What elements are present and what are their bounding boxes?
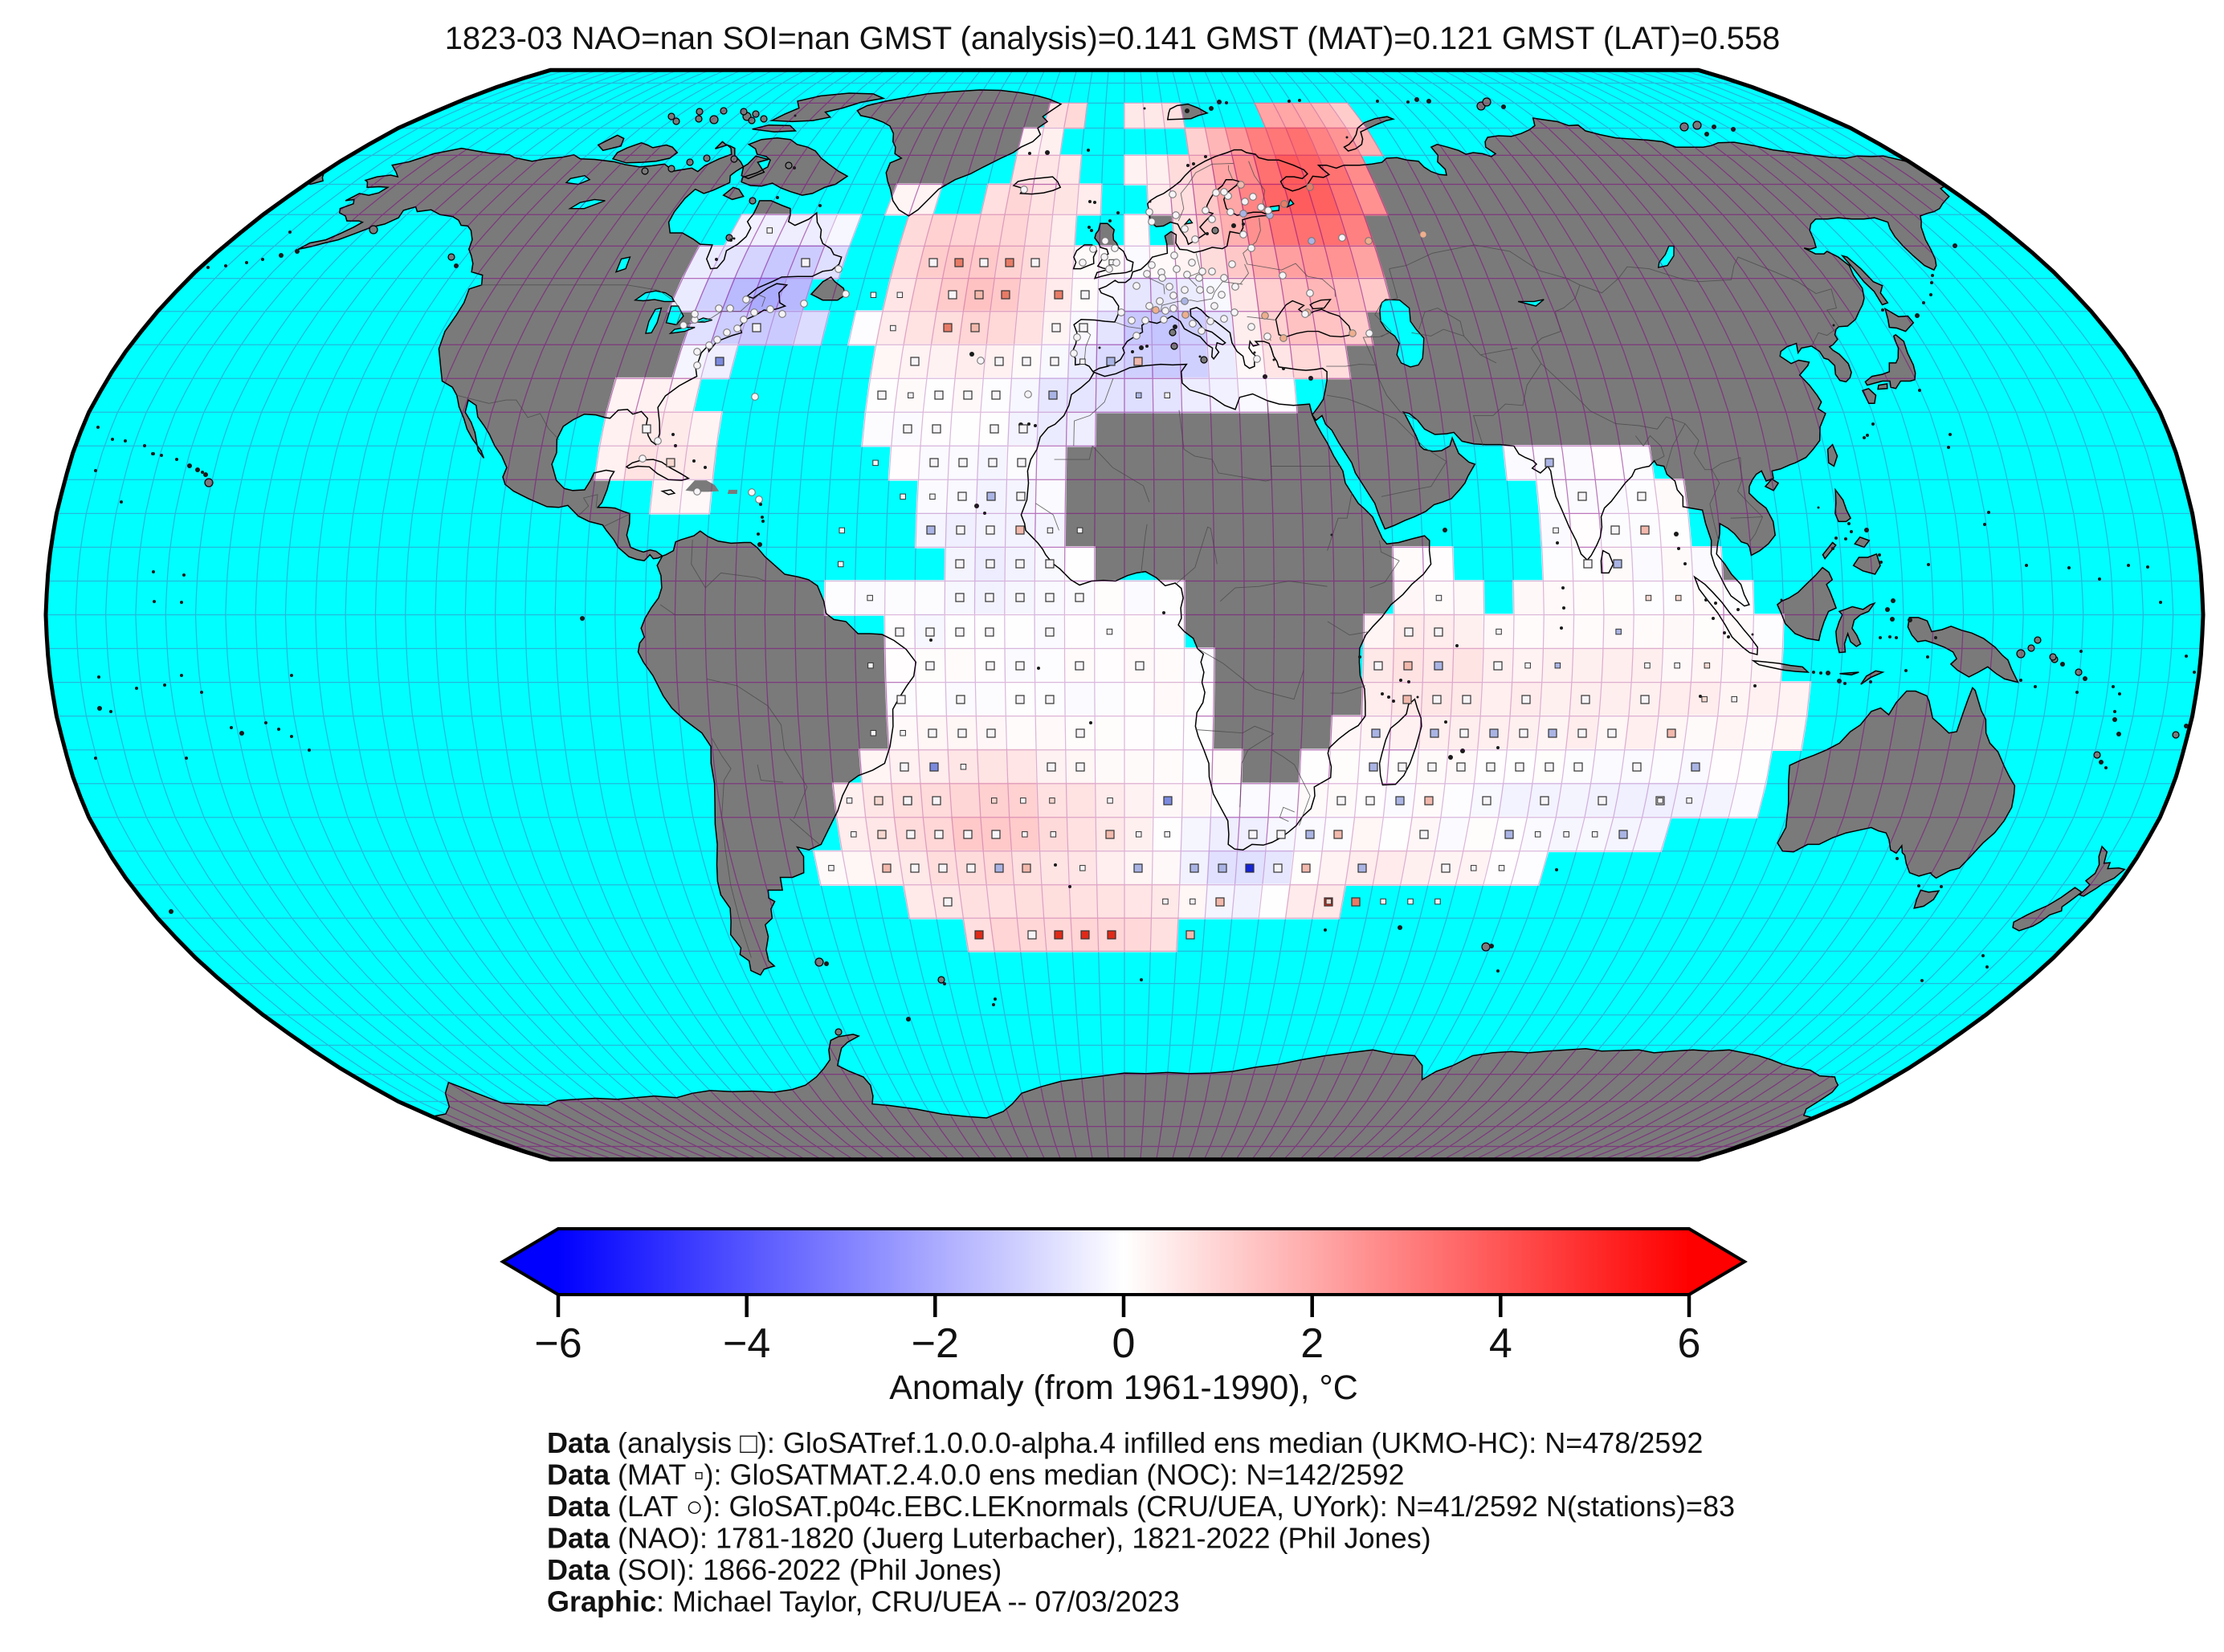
- svg-text:Data (analysis □): GloSATref.1: Data (analysis □): GloSATref.1.0.0.0-alp…: [547, 1426, 1703, 1459]
- svg-text:Data (NAO): 1781-1820 (Juerg L: Data (NAO): 1781-1820 (Juerg Luterbacher…: [547, 1522, 1431, 1555]
- svg-text:4: 4: [1489, 1320, 1512, 1367]
- svg-text:0: 0: [1112, 1320, 1136, 1367]
- svg-text:Data (MAT ▫): GloSATMAT.2.4.0.: Data (MAT ▫): GloSATMAT.2.4.0.0 ens medi…: [547, 1458, 1405, 1491]
- svg-text:Anomaly (from 1961-1990), °C: Anomaly (from 1961-1990), °C: [889, 1369, 1358, 1407]
- svg-text:1823-03 NAO=nan SOI=nan GMST (: 1823-03 NAO=nan SOI=nan GMST (analysis)=…: [445, 21, 1781, 56]
- svg-text:−2: −2: [912, 1320, 959, 1367]
- svg-text:Data (SOI): 1866-2022 (Phil Jo: Data (SOI): 1866-2022 (Phil Jones): [547, 1553, 1002, 1586]
- svg-text:2: 2: [1300, 1320, 1324, 1367]
- svg-text:6: 6: [1678, 1320, 1701, 1367]
- svg-text:−6: −6: [534, 1320, 582, 1367]
- svg-text:−4: −4: [723, 1320, 770, 1367]
- svg-text:Data (LAT ○): GloSAT.p04c.EBC.: Data (LAT ○): GloSAT.p04c.EBC.LEKnormals…: [547, 1490, 1735, 1523]
- svg-text:Graphic: Michael Taylor, CRU/U: Graphic: Michael Taylor, CRU/UEA -- 07/0…: [547, 1585, 1180, 1618]
